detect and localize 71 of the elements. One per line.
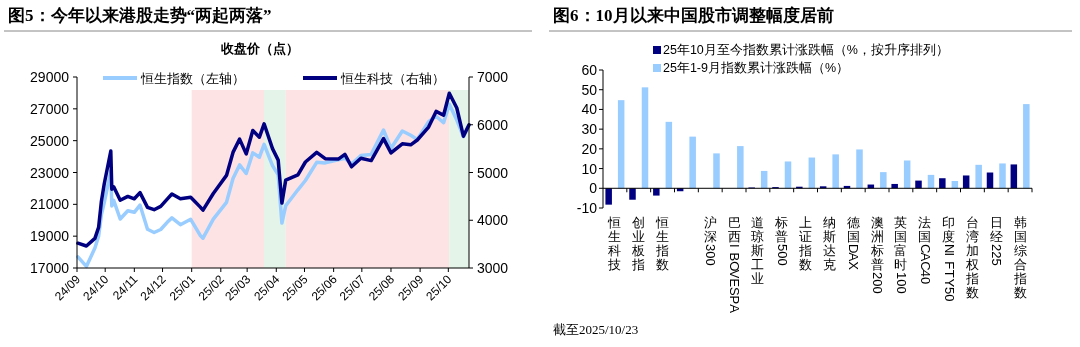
legend-label: 恒生指数（左轴）	[140, 71, 245, 86]
bar	[832, 154, 839, 189]
legend-label: 25年1-9月指数累计涨跌幅（%）	[663, 61, 850, 75]
x-tick-label: 台湾加权指数	[964, 215, 979, 300]
x-tick-label: 创业板指	[631, 215, 646, 272]
y-tick-label: 10	[581, 160, 598, 177]
x-tick-label: 纳斯达克	[822, 215, 836, 272]
text: 截至2025/10/23	[553, 322, 639, 337]
x-tick-label: 澳洲标普200	[869, 215, 886, 294]
x-tick-label: 德国DAX	[846, 215, 862, 271]
bar	[737, 146, 744, 189]
bar	[760, 170, 768, 189]
bar	[999, 163, 1006, 189]
bar	[665, 121, 673, 189]
y2-tick-label: 4000	[477, 212, 509, 229]
bar	[653, 188, 660, 196]
x-tick-label: 法国CAC40	[917, 215, 933, 285]
y2-tick-label: 7000	[477, 69, 509, 85]
y2-tick-label: 6000	[477, 116, 509, 133]
bar	[629, 188, 636, 200]
chart-subtitle: 收盘价（点）	[221, 41, 299, 56]
bar	[617, 100, 625, 189]
bar	[962, 175, 970, 189]
bar	[689, 136, 696, 189]
y-tick-label: 23000	[30, 164, 70, 181]
y-tick-label: 20	[581, 140, 598, 157]
x-tick-label: 标普500	[774, 215, 790, 266]
x-tick-label: 上证指数	[798, 215, 813, 272]
bar	[927, 174, 935, 189]
x-tick-label: 恒生指数	[655, 215, 670, 272]
line-series	[76, 91, 471, 248]
bar	[903, 160, 911, 189]
y-tick-label: 19000	[30, 228, 70, 245]
y-tick-label: 40	[581, 101, 598, 118]
legend-label: 恒生科技（右轴）	[340, 71, 445, 86]
bar	[891, 183, 898, 189]
bar	[713, 153, 720, 189]
y-tick-label: 29000	[30, 69, 70, 85]
y-tick-label: 60	[581, 62, 598, 78]
bar	[1023, 104, 1030, 189]
chart-title: 图6：10月以来中国股市调整幅度居前	[553, 6, 834, 25]
x-tick-label: 沪深300	[703, 215, 719, 266]
y-tick-label: -10	[576, 200, 598, 216]
bar	[605, 188, 612, 205]
category-label: 印度NIFTY50	[941, 215, 957, 302]
x-tick-label: 韩国综合指数	[1012, 215, 1027, 300]
x-tick-label: 日经225	[989, 215, 1005, 266]
bar	[856, 149, 863, 189]
bar	[939, 178, 946, 189]
x-tick-label: 恒生科技	[607, 215, 622, 272]
y2-tick-label: 3000	[477, 260, 509, 276]
y-tick-label: 21000	[30, 196, 70, 213]
bar	[915, 180, 922, 189]
y-tick-label: 17000	[30, 260, 70, 276]
y-tick-label: 25000	[30, 132, 70, 149]
x-tick-label: 道琼斯工业	[751, 215, 765, 286]
bar	[808, 157, 816, 189]
bar	[1010, 164, 1018, 189]
bar	[880, 172, 887, 189]
y-tick-label: 30	[581, 121, 598, 138]
bar	[784, 161, 792, 189]
legend-label: 25年10月至今指数累计涨跌幅（%，按升序排列）	[663, 42, 949, 57]
y-tick-label: 27000	[30, 100, 70, 117]
category-label: 巴西IBOVESPA	[727, 215, 743, 313]
x-tick-label: 英国富时100	[893, 215, 909, 294]
bar	[975, 164, 982, 189]
chart-title: 图5：今年以来港股走势“两起两落”	[8, 6, 272, 25]
y-tick-label: 0	[589, 180, 598, 197]
y2-tick-label: 5000	[477, 164, 509, 181]
y-tick-label: 50	[581, 81, 598, 98]
bar	[641, 87, 649, 189]
